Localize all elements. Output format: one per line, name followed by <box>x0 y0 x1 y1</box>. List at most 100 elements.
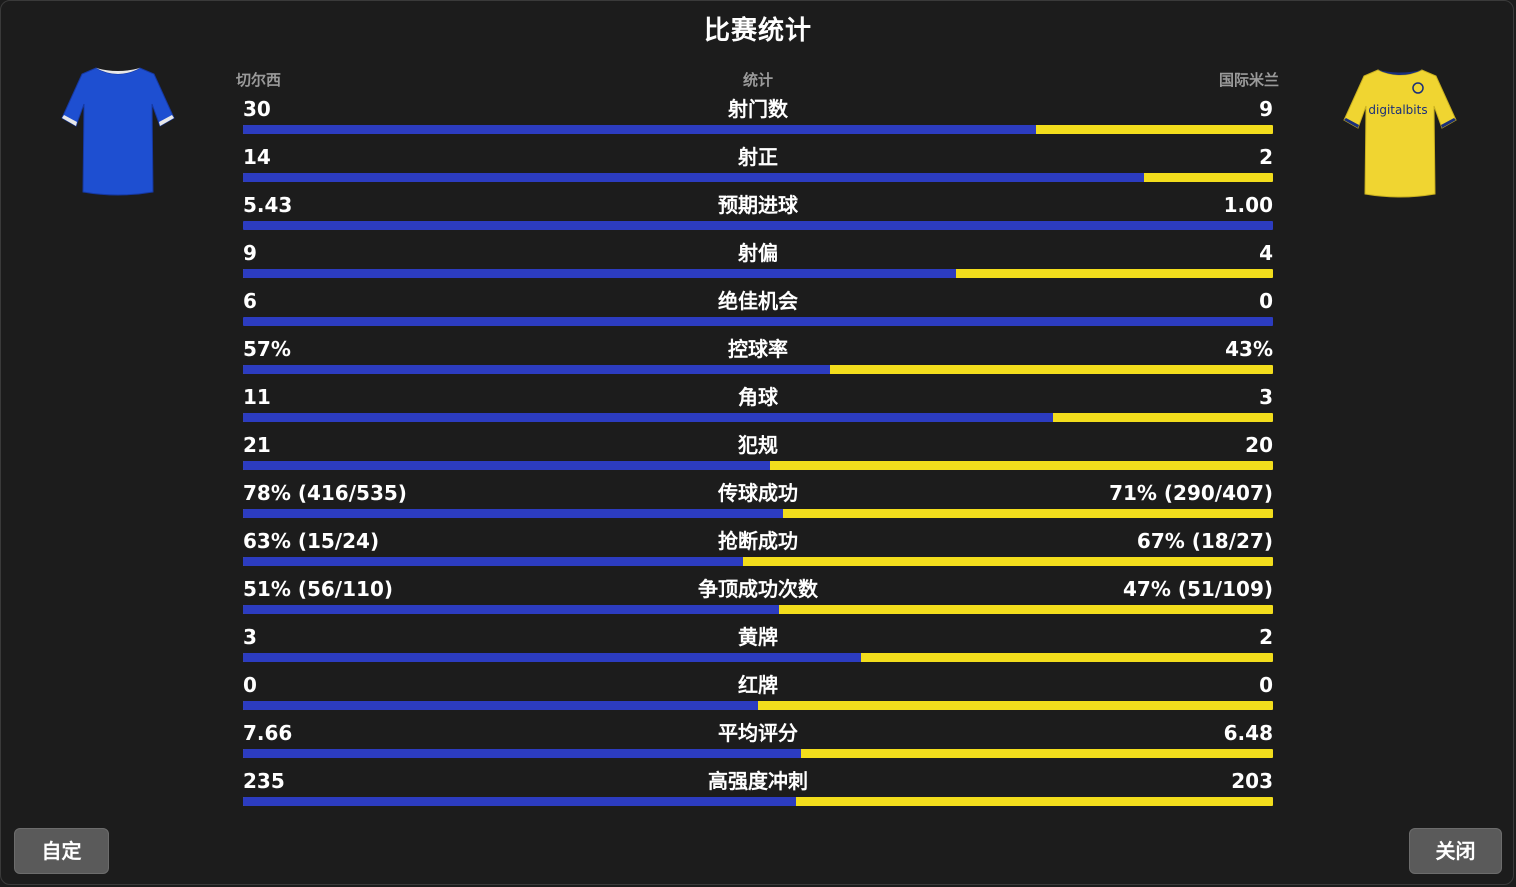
away-stat-value: 0 <box>1259 289 1273 313</box>
comparison-bar <box>243 221 1273 230</box>
home-share-fill <box>243 605 779 614</box>
stat-row: 5.43 预期进球 1.00 <box>243 190 1273 238</box>
stat-label: 黄牌 <box>738 625 778 649</box>
stat-row: 63% (15/24) 抢断成功 67% (18/27) <box>243 526 1273 574</box>
stat-row: 78% (416/535) 传球成功 71% (290/407) <box>243 478 1273 526</box>
stat-row: 9 射偏 4 <box>243 238 1273 286</box>
sponsor-logo: digitalbits <box>1368 103 1427 117</box>
stat-label: 射偏 <box>738 241 778 265</box>
comparison-bar <box>243 605 1273 614</box>
stat-label: 平均评分 <box>718 721 798 745</box>
comparison-bar <box>243 653 1273 662</box>
stat-row: 6 绝佳机会 0 <box>243 286 1273 334</box>
home-stat-value: 235 <box>243 769 285 793</box>
comparison-bar <box>243 269 1273 278</box>
home-stat-value: 11 <box>243 385 271 409</box>
home-share-fill <box>243 653 861 662</box>
home-share-fill <box>243 797 797 806</box>
comparison-bar <box>243 557 1273 566</box>
away-stat-value: 43% <box>1225 337 1273 361</box>
home-stat-value: 9 <box>243 241 257 265</box>
home-stat-value: 7.66 <box>243 721 293 745</box>
stat-label: 抢断成功 <box>718 529 798 553</box>
away-stat-value: 67% (18/27) <box>1136 529 1273 553</box>
home-share-fill <box>243 317 1273 326</box>
away-stat-value: 6.48 <box>1223 721 1273 745</box>
stat-label: 红牌 <box>738 673 778 697</box>
home-share-fill <box>243 365 831 374</box>
comparison-bar <box>243 701 1273 710</box>
comparison-bar <box>243 749 1273 758</box>
customize-button[interactable]: 自定 <box>14 828 109 874</box>
away-team-kit-icon: digitalbits <box>1338 60 1462 204</box>
comparison-bar <box>243 797 1273 806</box>
home-share-fill <box>243 125 1037 134</box>
stat-row: 235 高强度冲刺 203 <box>243 766 1273 814</box>
home-stat-value: 21 <box>243 433 271 457</box>
home-share-fill <box>243 749 802 758</box>
away-stat-value: 20 <box>1245 433 1273 457</box>
page-title: 比赛统计 <box>703 16 812 46</box>
comparison-bar <box>243 365 1273 374</box>
home-stat-value: 63% (15/24) <box>243 529 380 553</box>
stat-row: 7.66 平均评分 6.48 <box>243 718 1273 766</box>
comparison-bar <box>243 413 1273 422</box>
stat-label: 控球率 <box>728 337 788 361</box>
stat-row: 21 犯规 20 <box>243 430 1273 478</box>
stat-label: 角球 <box>738 385 778 409</box>
stat-label: 犯规 <box>738 433 778 457</box>
home-team-kit-icon <box>56 58 180 202</box>
home-stat-value: 51% (56/110) <box>243 577 393 601</box>
stat-label: 争顶成功次数 <box>698 577 818 601</box>
away-stat-value: 3 <box>1259 385 1273 409</box>
home-stat-value: 14 <box>243 145 271 169</box>
home-stat-value: 3 <box>243 625 257 649</box>
stat-row: 0 红牌 0 <box>243 670 1273 718</box>
home-stat-value: 6 <box>243 289 257 313</box>
home-share-fill <box>243 221 1273 230</box>
home-stat-value: 57% <box>243 337 291 361</box>
stat-label: 绝佳机会 <box>718 289 798 313</box>
stat-row: 3 黄牌 2 <box>243 622 1273 670</box>
away-stat-value: 2 <box>1259 145 1273 169</box>
away-stat-value: 0 <box>1259 673 1273 697</box>
away-stat-value: 2 <box>1259 625 1273 649</box>
away-stat-value: 71% (290/407) <box>1109 481 1273 505</box>
close-button[interactable]: 关闭 <box>1409 828 1502 874</box>
home-share-fill <box>243 509 783 518</box>
stats-list: 30 射门数 9 14 射正 2 5.43 预期进球 1.00 9 射偏 4 6 绝佳机会 0 57% 控球率 4… <box>243 94 1273 814</box>
comparison-bar <box>243 173 1273 182</box>
stat-label: 高强度冲刺 <box>708 769 808 793</box>
home-stat-value: 5.43 <box>243 193 293 217</box>
stats-column-header: 统计 <box>742 71 773 89</box>
stat-row: 11 角球 3 <box>243 382 1273 430</box>
stat-row: 30 射门数 9 <box>243 94 1273 142</box>
home-share-fill <box>243 701 758 710</box>
comparison-bar <box>243 317 1273 326</box>
away-stat-value: 9 <box>1259 97 1273 121</box>
comparison-bar <box>243 461 1273 470</box>
stat-label: 传球成功 <box>718 481 798 505</box>
home-stat-value: 0 <box>243 673 257 697</box>
stat-label: 射正 <box>738 145 778 169</box>
home-share-fill <box>243 173 1145 182</box>
home-stat-value: 30 <box>243 97 271 121</box>
comparison-bar <box>243 125 1273 134</box>
home-team-name: 切尔西 <box>236 71 282 89</box>
home-stat-value: 78% (416/535) <box>243 481 407 505</box>
stat-label: 预期进球 <box>718 193 798 217</box>
away-stat-value: 47% (51/109) <box>1123 577 1273 601</box>
home-share-fill <box>243 269 956 278</box>
away-stat-value: 1.00 <box>1223 193 1273 217</box>
stat-row: 57% 控球率 43% <box>243 334 1273 382</box>
home-share-fill <box>243 413 1053 422</box>
home-share-fill <box>243 557 743 566</box>
home-share-fill <box>243 461 771 470</box>
stat-row: 51% (56/110) 争顶成功次数 47% (51/109) <box>243 574 1273 622</box>
comparison-bar <box>243 509 1273 518</box>
away-stat-value: 4 <box>1259 241 1273 265</box>
away-team-name: 国际米兰 <box>1218 71 1279 89</box>
away-stat-value: 203 <box>1231 769 1273 793</box>
stat-label: 射门数 <box>728 97 788 121</box>
